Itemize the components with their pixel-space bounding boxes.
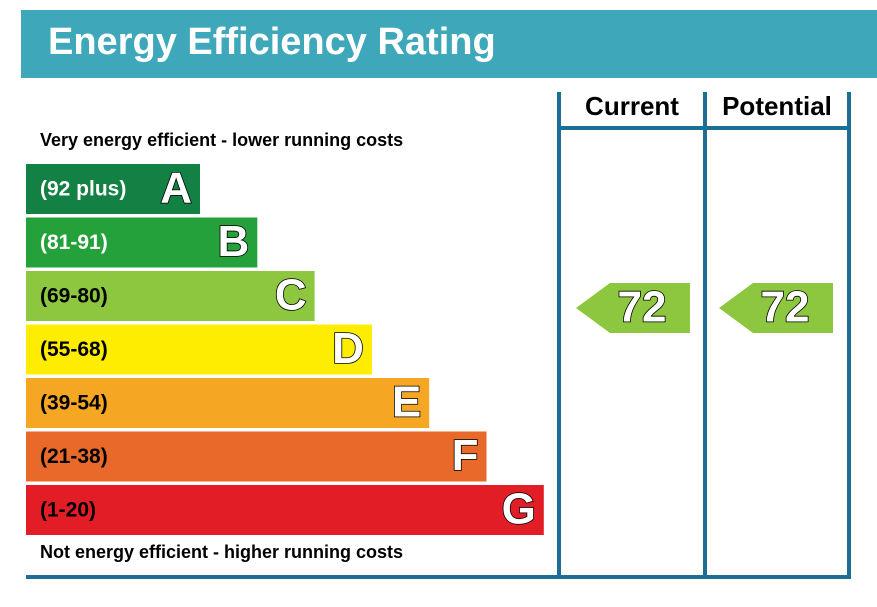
band (26, 271, 315, 321)
band (26, 378, 430, 428)
band-letter: B (218, 217, 250, 266)
band-letter: D (332, 324, 364, 373)
column-header: Current (585, 91, 679, 121)
band-letter: G (502, 485, 536, 534)
band-letter: E (392, 378, 421, 427)
title: Energy Efficiency Rating (48, 21, 496, 63)
band (26, 164, 200, 214)
band (26, 324, 372, 375)
bottom-label: Not energy efficient - higher running co… (40, 542, 403, 562)
column-header: Potential (722, 91, 832, 121)
band (26, 485, 544, 535)
rating-value: 72 (761, 283, 810, 332)
rating-value: 72 (618, 283, 667, 332)
frame (26, 92, 851, 579)
band-range: (55-68) (40, 338, 108, 361)
band-letter: F (452, 431, 479, 480)
band-range: (39-54) (40, 392, 108, 415)
title-bar (21, 10, 877, 78)
rating-arrow (576, 283, 690, 333)
band-letter: A (160, 164, 192, 213)
band (26, 431, 487, 482)
band-range: (21-38) (40, 445, 108, 468)
rating-arrow (719, 283, 833, 333)
band (26, 217, 258, 268)
band-range: (1-20) (40, 499, 96, 522)
band-range: (81-91) (40, 231, 108, 254)
band-range: (92 plus) (40, 178, 126, 201)
band-letter: C (275, 271, 307, 320)
band-range: (69-80) (40, 285, 108, 308)
top-label: Very energy efficient - lower running co… (40, 130, 403, 150)
